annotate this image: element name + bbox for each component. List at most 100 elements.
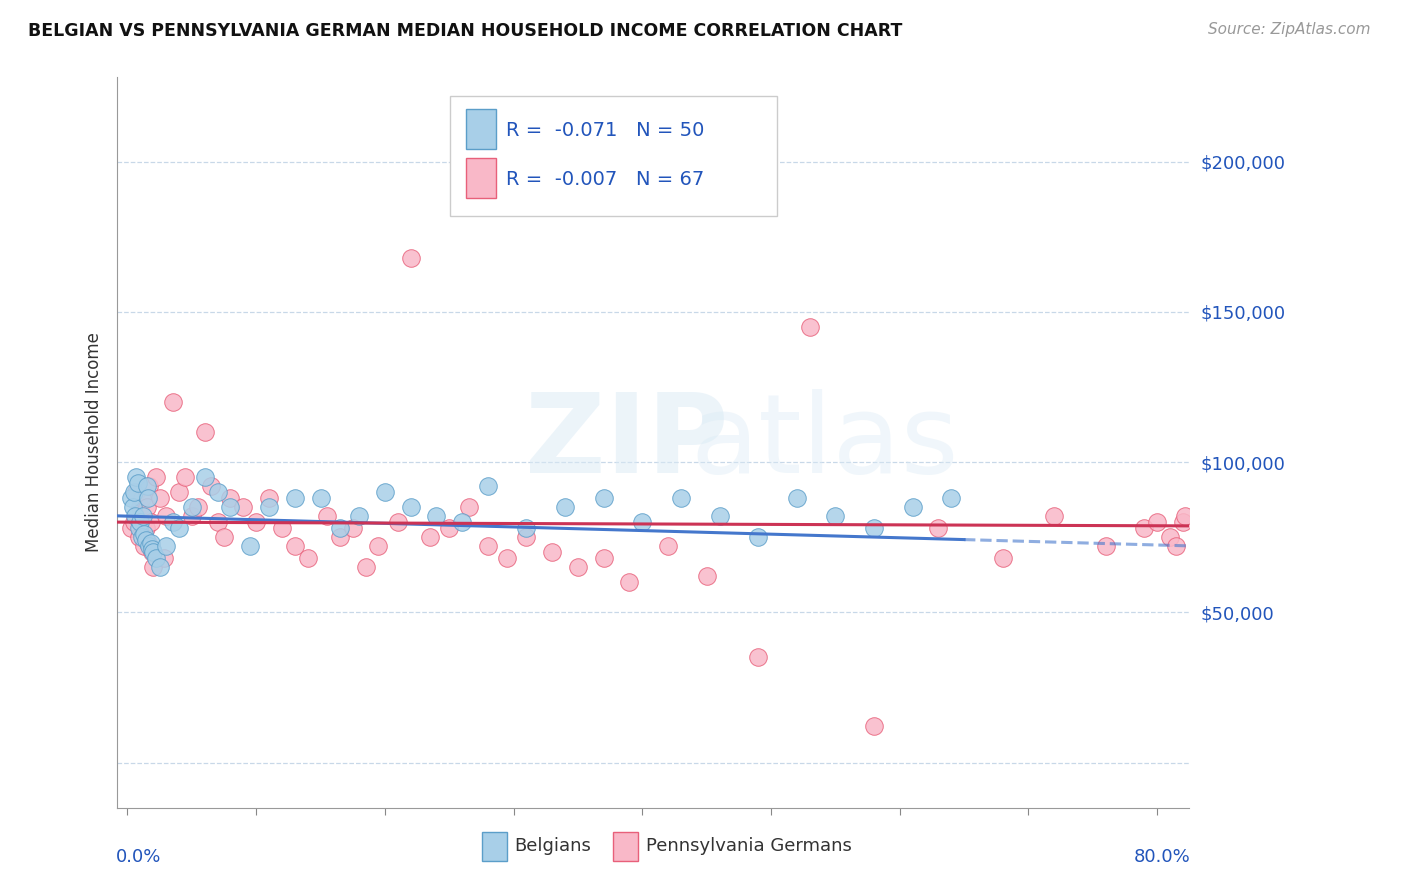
Point [120, 491, 142, 505]
Point [1166, 539, 1188, 553]
Point [174, 470, 197, 484]
Point [145, 551, 167, 566]
Point [1133, 521, 1156, 535]
Point [167, 521, 190, 535]
Point [155, 539, 177, 553]
Point [162, 515, 184, 529]
Point [451, 515, 474, 529]
Point [239, 539, 262, 553]
Point [367, 539, 389, 553]
Point [167, 485, 190, 500]
Point [786, 491, 808, 505]
Point [329, 521, 352, 535]
Point [669, 491, 692, 505]
Point [138, 479, 160, 493]
Point [180, 500, 202, 515]
Point [219, 491, 242, 505]
Point [901, 500, 924, 515]
Point [135, 500, 157, 515]
Point [207, 485, 229, 500]
Point [863, 521, 886, 535]
Point [149, 560, 172, 574]
Point [1171, 515, 1194, 529]
Text: R =  -0.007   N = 67: R = -0.007 N = 67 [506, 170, 704, 189]
Bar [465, 158, 496, 198]
Point [200, 479, 222, 493]
Point [284, 539, 307, 553]
Point [374, 485, 396, 500]
Point [657, 539, 679, 553]
Point [541, 545, 564, 559]
Point [477, 539, 499, 553]
Text: 0.0%: 0.0% [117, 847, 162, 866]
Point [136, 536, 159, 550]
Point [194, 470, 217, 484]
Point [747, 650, 769, 665]
Point [1043, 509, 1066, 524]
Point [121, 500, 143, 515]
Point [155, 509, 177, 524]
Point [257, 491, 280, 505]
Point [124, 509, 146, 524]
Point [207, 515, 229, 529]
Point [125, 470, 148, 484]
Point [127, 476, 149, 491]
Point [212, 530, 235, 544]
Point [457, 500, 479, 515]
Point [142, 560, 165, 574]
Point [1174, 509, 1197, 524]
Point [1094, 539, 1116, 553]
Point [1159, 530, 1181, 544]
Point [129, 500, 152, 515]
Point [141, 542, 163, 557]
Point [122, 485, 145, 500]
Point [134, 521, 156, 535]
Point [129, 515, 152, 529]
Point [136, 491, 159, 505]
Point [387, 515, 409, 529]
Point [128, 521, 150, 535]
Point [245, 515, 267, 529]
Text: Belgians: Belgians [513, 838, 591, 855]
Point [477, 479, 499, 493]
Point [347, 509, 370, 524]
Text: Source: ZipAtlas.com: Source: ZipAtlas.com [1208, 22, 1371, 37]
Point [219, 500, 242, 515]
Point [131, 530, 153, 544]
Point [138, 539, 160, 553]
Point [439, 521, 461, 535]
Point [142, 545, 165, 559]
Point [187, 500, 209, 515]
Point [709, 509, 731, 524]
Point [162, 395, 184, 409]
Text: ZIP: ZIP [524, 389, 728, 496]
Point [149, 491, 172, 505]
Point [399, 251, 422, 265]
Point [631, 515, 654, 529]
Point [134, 539, 156, 553]
Bar [613, 831, 638, 861]
Point [120, 521, 142, 535]
Point [425, 509, 447, 524]
Text: R =  -0.071   N = 50: R = -0.071 N = 50 [506, 121, 704, 140]
Point [991, 551, 1014, 566]
Point [515, 521, 537, 535]
Point [125, 485, 148, 500]
Point [139, 536, 162, 550]
Point [592, 491, 614, 505]
Point [134, 527, 156, 541]
Point [309, 491, 332, 505]
Point [257, 500, 280, 515]
Bar [465, 109, 496, 149]
Point [496, 551, 519, 566]
Point [592, 551, 614, 566]
Point [232, 500, 254, 515]
Bar [482, 831, 508, 861]
Point [152, 551, 174, 566]
FancyBboxPatch shape [450, 95, 776, 216]
Point [132, 515, 155, 529]
Point [131, 491, 153, 505]
Point [145, 470, 167, 484]
Point [128, 530, 150, 544]
Point [399, 500, 422, 515]
